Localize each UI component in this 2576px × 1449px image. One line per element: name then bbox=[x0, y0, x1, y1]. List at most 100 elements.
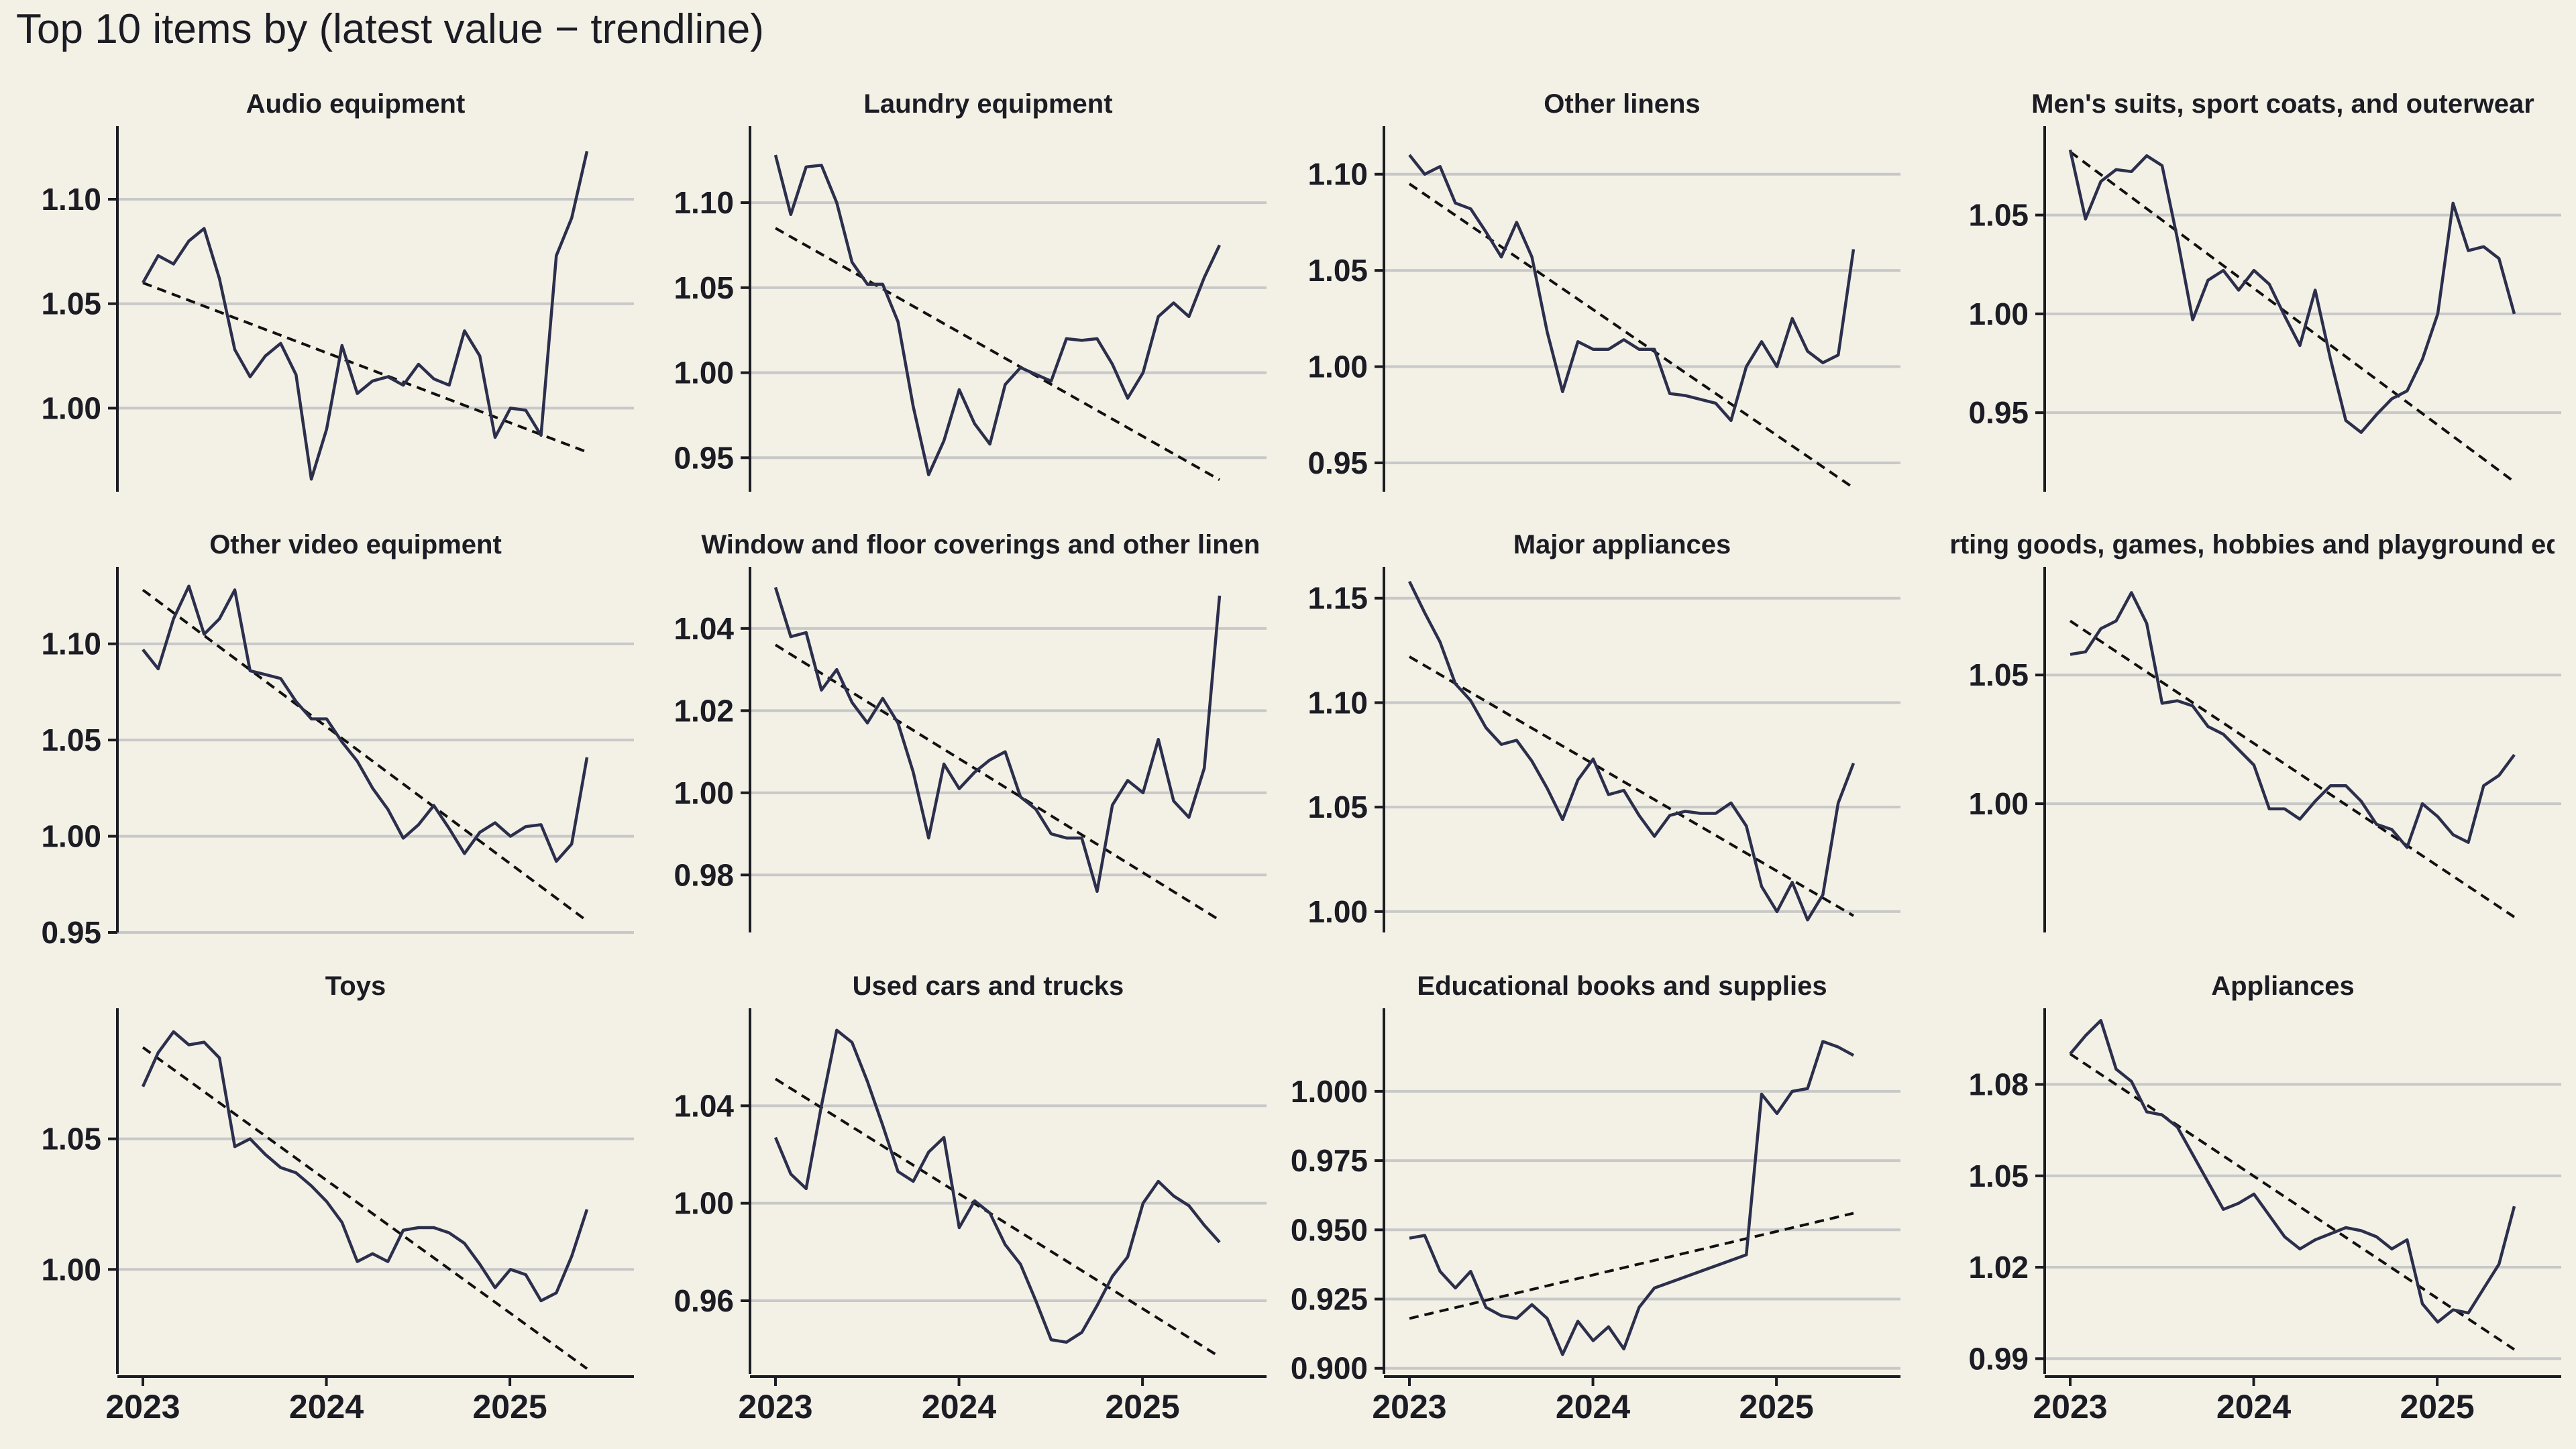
panel-11: Educational books and supplies 0.900 0.925… bbox=[1291, 971, 1900, 1426]
x-tick-label: 2023 bbox=[1372, 1388, 1446, 1426]
y-tick-label: 1.00 bbox=[41, 390, 101, 425]
y-tick-label: 1.00 bbox=[674, 356, 734, 390]
panel-1: Audio equipment 1.00 1.05 1.10 bbox=[41, 89, 634, 492]
y-tick-label: 1.05 bbox=[1968, 1159, 2029, 1193]
y-tick-label: 1.00 bbox=[1968, 786, 2029, 821]
y-tick-label: 1.10 bbox=[674, 185, 734, 220]
y-tick-label: 0.95 bbox=[41, 915, 101, 950]
y-tick-label: 1.05 bbox=[41, 1122, 101, 1157]
y-tick-label: 1.00 bbox=[1307, 894, 1368, 929]
panel-5: Other video equipment 0.95 1.00 1.05 1.10 bbox=[41, 530, 634, 950]
series-line bbox=[773, 1028, 1221, 1344]
trend-line bbox=[2069, 1053, 2516, 1351]
page-title: Top 10 items by (latest value − trendlin… bbox=[16, 6, 764, 52]
panel-8: Sporting goods, games, hobbies and playg… bbox=[1899, 530, 2576, 932]
series-line bbox=[1407, 580, 1856, 922]
series-line bbox=[2069, 1018, 2516, 1324]
series-line bbox=[773, 586, 1222, 894]
panel-3: Other linens 0.95 1.00 1.05 1.10 bbox=[1307, 89, 1900, 492]
y-tick-label: 0.950 bbox=[1291, 1212, 1368, 1247]
y-tick-label: 1.00 bbox=[41, 819, 101, 854]
series-line bbox=[142, 584, 589, 863]
panel-title: Audio equipment bbox=[246, 89, 466, 119]
y-tick-label: 1.15 bbox=[1307, 581, 1368, 616]
panel-12: Appliances 0.99 1.02 1.05 1.08 2023 2024 2025 bbox=[1968, 971, 2561, 1426]
panel-title: Sporting goods, games, hobbies and playg… bbox=[1899, 530, 2576, 559]
y-tick-label: 1.08 bbox=[1968, 1067, 2029, 1102]
y-tick-label: 1.05 bbox=[1968, 198, 2029, 233]
y-tick-label: 1.02 bbox=[1968, 1250, 2029, 1285]
trend-line bbox=[1408, 182, 1855, 489]
x-tick-label: 2025 bbox=[1105, 1388, 1179, 1426]
panel-title: Laundry equipment bbox=[863, 89, 1112, 119]
y-tick-label: 1.05 bbox=[1307, 790, 1368, 824]
y-tick-label: 1.05 bbox=[674, 270, 734, 305]
panel-title: Used cars and trucks bbox=[853, 971, 1124, 1001]
x-tick-label: 2024 bbox=[1556, 1388, 1630, 1426]
panel-title: Other video equipment bbox=[209, 530, 502, 559]
y-tick-label: 1.04 bbox=[674, 611, 734, 646]
panel-title: Window and floor coverings and other lin… bbox=[701, 530, 1275, 559]
panel-title: Appliances bbox=[2211, 971, 2354, 1001]
x-tick-label: 2025 bbox=[2400, 1388, 2474, 1426]
panel-title: Educational books and supplies bbox=[1417, 971, 1827, 1001]
series-line bbox=[2068, 149, 2516, 434]
trend-line bbox=[142, 1046, 588, 1370]
y-tick-label: 1.00 bbox=[674, 1186, 734, 1221]
panel-title: Major appliances bbox=[1513, 530, 1731, 559]
x-tick-label: 2023 bbox=[738, 1388, 812, 1426]
y-tick-label: 1.000 bbox=[1291, 1074, 1368, 1109]
x-tick-label: 2025 bbox=[1739, 1388, 1813, 1426]
trend-line bbox=[774, 1077, 1221, 1358]
panel-9: Toys 1.00 1.05 2023 2024 2025 bbox=[41, 971, 634, 1426]
series-line bbox=[773, 154, 1222, 476]
y-tick-label: 1.00 bbox=[1968, 297, 2029, 331]
series-line bbox=[2070, 591, 2516, 849]
y-tick-label: 1.10 bbox=[41, 627, 101, 661]
x-tick-label: 2023 bbox=[2033, 1388, 2107, 1426]
y-tick-label: 1.00 bbox=[41, 1252, 101, 1287]
trend-line bbox=[142, 281, 588, 453]
panel-2: Laundry equipment 0.95 1.00 1.05 1.10 bbox=[674, 89, 1267, 492]
panel-title: Toys bbox=[325, 971, 386, 1001]
y-tick-label: 1.00 bbox=[674, 775, 734, 810]
trend-line bbox=[775, 227, 1220, 481]
trend-line bbox=[774, 643, 1221, 922]
series-line bbox=[1408, 154, 1856, 423]
y-tick-label: 1.10 bbox=[1307, 685, 1368, 720]
y-tick-label: 0.95 bbox=[1307, 445, 1368, 480]
trend-line bbox=[2069, 619, 2516, 918]
panel-4: Men's suits, sport coats, and outerwear 0… bbox=[1968, 89, 2561, 492]
y-tick-label: 1.05 bbox=[1968, 657, 2029, 692]
y-tick-label: 1.00 bbox=[1307, 350, 1368, 384]
y-tick-label: 0.925 bbox=[1291, 1282, 1368, 1317]
y-tick-label: 0.98 bbox=[674, 857, 734, 892]
series-line bbox=[142, 150, 589, 481]
y-tick-label: 0.95 bbox=[674, 440, 734, 475]
trend-line bbox=[1408, 655, 1855, 917]
panel-title: Men's suits, sport coats, and outerwear bbox=[2031, 89, 2534, 119]
y-tick-label: 1.05 bbox=[41, 722, 101, 757]
y-tick-label: 1.02 bbox=[674, 693, 734, 728]
x-tick-label: 2025 bbox=[472, 1388, 547, 1426]
trend-line bbox=[2069, 150, 2516, 483]
panel-title: Other linens bbox=[1544, 89, 1700, 119]
y-tick-label: 0.99 bbox=[1968, 1341, 2029, 1376]
trend-line bbox=[142, 588, 588, 922]
panel-10: Used cars and trucks 0.96 1.00 1.04 2023 2024… bbox=[674, 971, 1267, 1426]
y-tick-label: 0.96 bbox=[674, 1283, 734, 1318]
x-tick-label: 2024 bbox=[2216, 1388, 2291, 1426]
series-line bbox=[1409, 1040, 1855, 1356]
y-tick-label: 1.10 bbox=[41, 182, 101, 217]
series-line bbox=[141, 1030, 589, 1303]
x-tick-label: 2023 bbox=[105, 1388, 180, 1426]
y-tick-label: 1.05 bbox=[41, 286, 101, 321]
panel-6: Window and floor coverings and other lin… bbox=[674, 530, 1275, 932]
x-tick-label: 2024 bbox=[922, 1388, 996, 1426]
x-tick-label: 2024 bbox=[289, 1388, 364, 1426]
y-tick-label: 1.04 bbox=[674, 1088, 734, 1123]
panel-7: Major appliances 1.00 1.05 1.10 1.15 bbox=[1307, 530, 1900, 932]
y-tick-label: 0.975 bbox=[1291, 1143, 1368, 1178]
